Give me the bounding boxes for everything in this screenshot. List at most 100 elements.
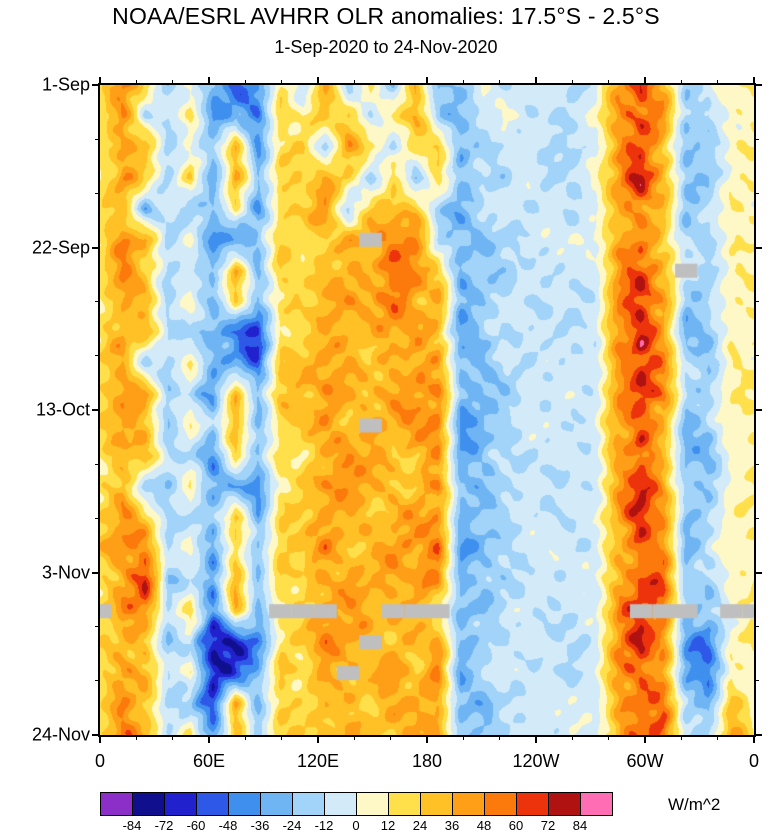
- y-axis-minor-tick: [95, 626, 100, 628]
- x-axis-minor-tick: [135, 80, 137, 85]
- y-axis-major-tick: [92, 571, 100, 574]
- y-axis-major-tick: [754, 571, 762, 574]
- x-axis-minor-tick: [571, 80, 573, 85]
- y-axis-minor-tick: [754, 680, 759, 682]
- colorbar-level-label: 60: [508, 818, 524, 833]
- colorbar-level-label: 48: [476, 818, 492, 833]
- colorbar-level-label: -24: [282, 818, 302, 833]
- colorbar-level-label: 84: [572, 818, 588, 833]
- colorbar-level-label: -48: [218, 818, 238, 833]
- x-axis-minor-tick: [717, 80, 719, 85]
- chart-title: NOAA/ESRL AVHRR OLR anomalies: 17.5°S - …: [112, 3, 660, 29]
- y-axis-major-tick: [92, 734, 100, 736]
- y-axis-minor-tick: [95, 680, 100, 682]
- x-axis-major-tick: [753, 735, 755, 743]
- x-axis-tick-label: 60E: [192, 751, 226, 771]
- y-axis-tick-label: 3-Nov: [41, 562, 90, 582]
- x-axis-minor-tick: [172, 80, 174, 85]
- x-axis-minor-tick: [281, 80, 283, 85]
- y-axis-major-tick: [92, 409, 100, 411]
- colorbar-level-label: 0: [352, 818, 360, 833]
- x-axis-tick-label: 0: [94, 751, 106, 771]
- x-axis-tick-label: 180: [411, 751, 443, 771]
- y-axis-tick-label: 24-Nov: [31, 724, 90, 745]
- x-axis-minor-tick: [462, 735, 464, 740]
- colorbar-segment: [197, 793, 229, 815]
- x-axis-tick-label: 120E: [296, 751, 340, 771]
- x-axis-major-tick: [99, 77, 101, 85]
- x-axis-minor-tick: [172, 735, 174, 740]
- colorbar-level-label: -12: [314, 818, 334, 833]
- x-axis-major-tick: [753, 77, 755, 85]
- colorbar-segment: [549, 793, 581, 815]
- x-axis-major-tick: [426, 735, 428, 743]
- colorbar-segment: [517, 793, 549, 815]
- y-axis-tick-label: 1-Sep: [41, 74, 90, 95]
- y-axis-tick-label: 13-Oct: [35, 399, 90, 420]
- x-axis-minor-tick: [499, 735, 501, 740]
- colorbar-segment: [485, 793, 517, 815]
- colorbar-level-label: 72: [540, 818, 556, 833]
- x-axis-minor-tick: [135, 735, 137, 740]
- colorbar-segment: [357, 793, 389, 815]
- x-axis-major-tick: [208, 735, 210, 743]
- x-axis-major-tick: [535, 77, 537, 85]
- x-axis-minor-tick: [390, 735, 392, 740]
- colorbar-level-label: -84: [122, 818, 142, 833]
- y-axis-major-tick: [92, 246, 100, 249]
- x-axis-minor-tick: [571, 735, 573, 740]
- y-axis-minor-tick: [95, 355, 100, 357]
- y-axis-minor-tick: [754, 138, 759, 140]
- x-axis-minor-tick: [680, 80, 682, 85]
- x-axis-major-tick: [208, 77, 210, 85]
- x-axis-major-tick: [535, 735, 537, 743]
- y-axis-tick-label: 22-Sep: [31, 237, 90, 257]
- colorbar-level-label: 36: [444, 818, 460, 833]
- colorbar-segment: [165, 793, 197, 815]
- colorbar-segment: [389, 793, 421, 815]
- colorbar-segment: [293, 793, 325, 815]
- y-axis-minor-tick: [754, 626, 759, 628]
- y-axis-major-tick: [92, 84, 100, 86]
- colorbar-segment: [325, 793, 357, 815]
- x-axis-minor-tick: [353, 80, 355, 85]
- y-axis-minor-tick: [95, 138, 100, 140]
- x-axis-minor-tick: [608, 735, 610, 740]
- colorbar-level-label: -36: [250, 818, 270, 833]
- colorbar-level-label: -72: [154, 818, 174, 833]
- colorbar-level-label: 12: [380, 818, 396, 833]
- heatmap-canvas: [100, 85, 754, 735]
- x-axis-minor-tick: [499, 80, 501, 85]
- x-axis-minor-tick: [353, 735, 355, 740]
- x-axis-minor-tick: [281, 735, 283, 740]
- colorbar-segment: [133, 793, 165, 815]
- y-axis-minor-tick: [95, 463, 100, 465]
- y-axis-minor-tick: [754, 355, 759, 357]
- y-axis-minor-tick: [754, 517, 759, 519]
- y-axis-minor-tick: [754, 463, 759, 465]
- colorbar-units-label: W/m^2: [668, 795, 721, 814]
- x-axis-minor-tick: [244, 80, 246, 85]
- colorbar-segment: [261, 793, 293, 815]
- x-axis-minor-tick: [244, 735, 246, 740]
- x-axis-major-tick: [317, 735, 319, 743]
- colorbar-segment: [101, 793, 133, 815]
- y-axis-minor-tick: [95, 301, 100, 303]
- colorbar-segment: [421, 793, 453, 815]
- colorbar: [100, 792, 613, 816]
- x-axis-major-tick: [644, 735, 646, 743]
- x-axis-minor-tick: [462, 80, 464, 85]
- x-axis-tick-label: 0: [748, 751, 760, 771]
- y-axis-minor-tick: [95, 192, 100, 194]
- x-axis-major-tick: [644, 77, 646, 85]
- x-axis-minor-tick: [680, 735, 682, 740]
- x-axis-major-tick: [426, 77, 428, 85]
- chart-subtitle: 1-Sep-2020 to 24-Nov-2020: [274, 37, 498, 57]
- x-axis-minor-tick: [717, 735, 719, 740]
- y-axis-minor-tick: [95, 517, 100, 519]
- colorbar-segment: [453, 793, 485, 815]
- x-axis-tick-label: 60W: [626, 751, 664, 771]
- colorbar-level-label: 24: [412, 818, 428, 833]
- x-axis-minor-tick: [390, 80, 392, 85]
